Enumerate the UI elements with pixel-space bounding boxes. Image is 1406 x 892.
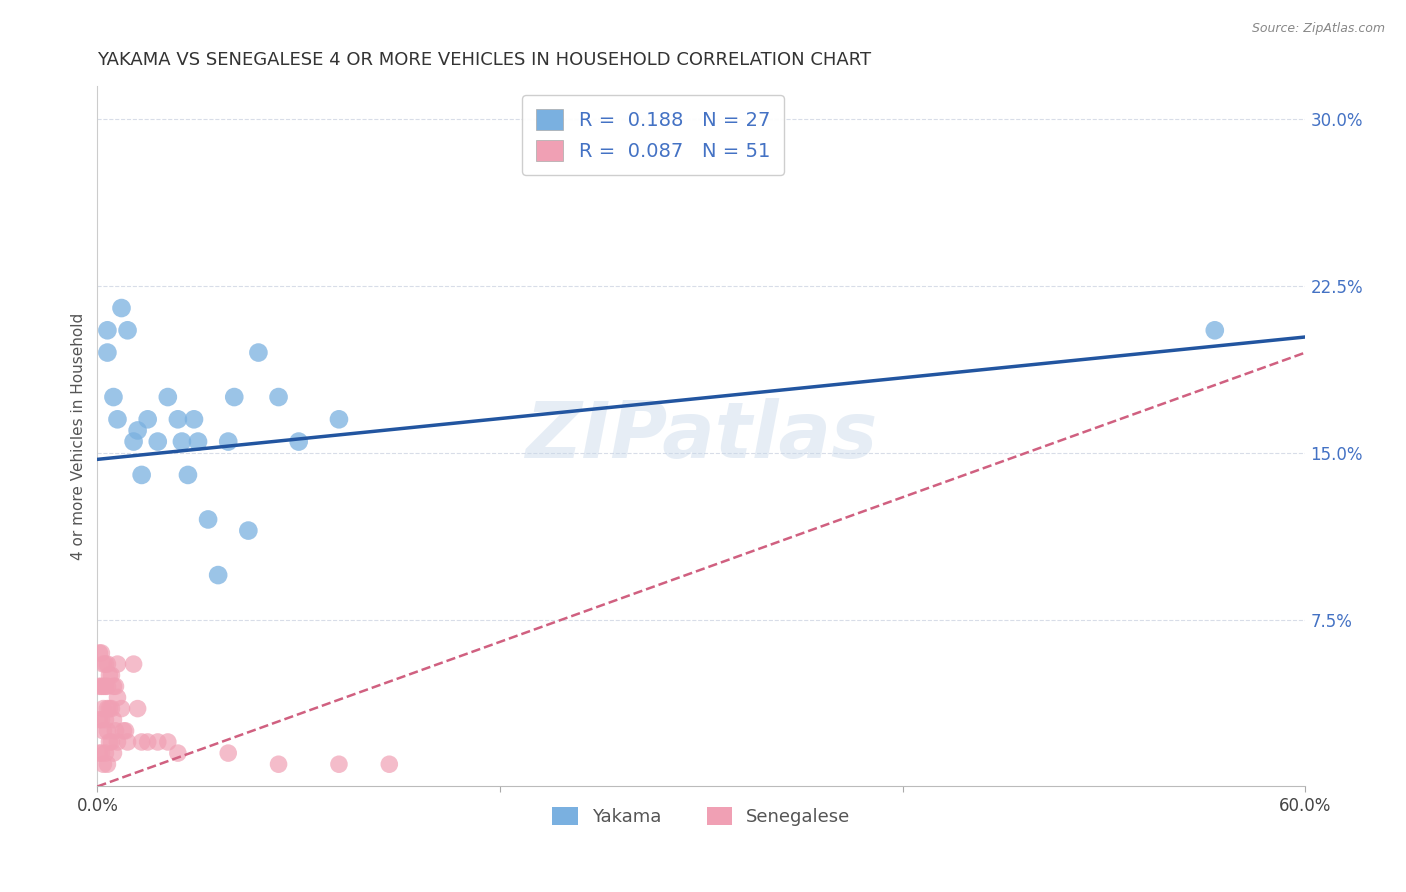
- Point: [103, 713, 125, 727]
- Point: [107, 690, 129, 705]
- Point: [107, 412, 129, 426]
- Point: [136, 412, 159, 426]
- Y-axis label: 4 or more Vehicles in Household: 4 or more Vehicles in Household: [72, 312, 86, 559]
- Point: [96, 723, 118, 738]
- Point: [93, 723, 115, 738]
- Point: [146, 735, 169, 749]
- Point: [96, 679, 118, 693]
- Point: [328, 412, 350, 426]
- Point: [94, 746, 117, 760]
- Point: [183, 412, 205, 426]
- Point: [114, 723, 136, 738]
- Point: [89, 646, 111, 660]
- Point: [122, 657, 145, 671]
- Point: [117, 735, 139, 749]
- Point: [378, 757, 401, 772]
- Point: [98, 735, 121, 749]
- Point: [104, 679, 127, 693]
- Point: [96, 701, 118, 715]
- Point: [90, 679, 112, 693]
- Point: [94, 657, 117, 671]
- Point: [93, 757, 115, 772]
- Point: [136, 735, 159, 749]
- Point: [107, 657, 129, 671]
- Point: [224, 390, 246, 404]
- Point: [103, 679, 125, 693]
- Point: [103, 746, 125, 760]
- Point: [98, 701, 121, 715]
- Point: [156, 735, 179, 749]
- Point: [328, 757, 350, 772]
- Point: [94, 713, 117, 727]
- Point: [238, 524, 260, 538]
- Point: [104, 723, 127, 738]
- Point: [96, 323, 118, 337]
- Point: [217, 746, 239, 760]
- Point: [131, 467, 153, 482]
- Point: [187, 434, 209, 449]
- Point: [90, 746, 112, 760]
- Point: [177, 467, 200, 482]
- Point: [110, 301, 132, 315]
- Point: [117, 323, 139, 337]
- Point: [93, 657, 115, 671]
- Point: [93, 701, 115, 715]
- Point: [267, 390, 290, 404]
- Point: [96, 757, 118, 772]
- Point: [89, 679, 111, 693]
- Point: [167, 746, 190, 760]
- Point: [207, 568, 229, 582]
- Point: [98, 668, 121, 682]
- Point: [93, 679, 115, 693]
- Point: [90, 713, 112, 727]
- Point: [127, 701, 149, 715]
- Point: [217, 434, 239, 449]
- Point: [156, 390, 179, 404]
- Point: [112, 723, 135, 738]
- Point: [96, 657, 118, 671]
- Point: [131, 735, 153, 749]
- Point: [146, 434, 169, 449]
- Point: [197, 512, 219, 526]
- Text: Source: ZipAtlas.com: Source: ZipAtlas.com: [1251, 22, 1385, 36]
- Point: [89, 713, 111, 727]
- Point: [100, 668, 122, 682]
- Point: [170, 434, 193, 449]
- Text: ZIPatlas: ZIPatlas: [526, 398, 877, 474]
- Point: [89, 746, 111, 760]
- Point: [287, 434, 309, 449]
- Point: [1204, 323, 1226, 337]
- Point: [94, 679, 117, 693]
- Point: [100, 701, 122, 715]
- Point: [267, 757, 290, 772]
- Point: [90, 646, 112, 660]
- Point: [100, 735, 122, 749]
- Text: YAKAMA VS SENEGALESE 4 OR MORE VEHICLES IN HOUSEHOLD CORRELATION CHART: YAKAMA VS SENEGALESE 4 OR MORE VEHICLES …: [97, 51, 872, 69]
- Point: [127, 424, 149, 438]
- Point: [103, 390, 125, 404]
- Point: [167, 412, 190, 426]
- Point: [122, 434, 145, 449]
- Legend: Yakama, Senegalese: Yakama, Senegalese: [546, 800, 858, 833]
- Point: [107, 735, 129, 749]
- Point: [96, 345, 118, 359]
- Point: [110, 701, 132, 715]
- Point: [247, 345, 270, 359]
